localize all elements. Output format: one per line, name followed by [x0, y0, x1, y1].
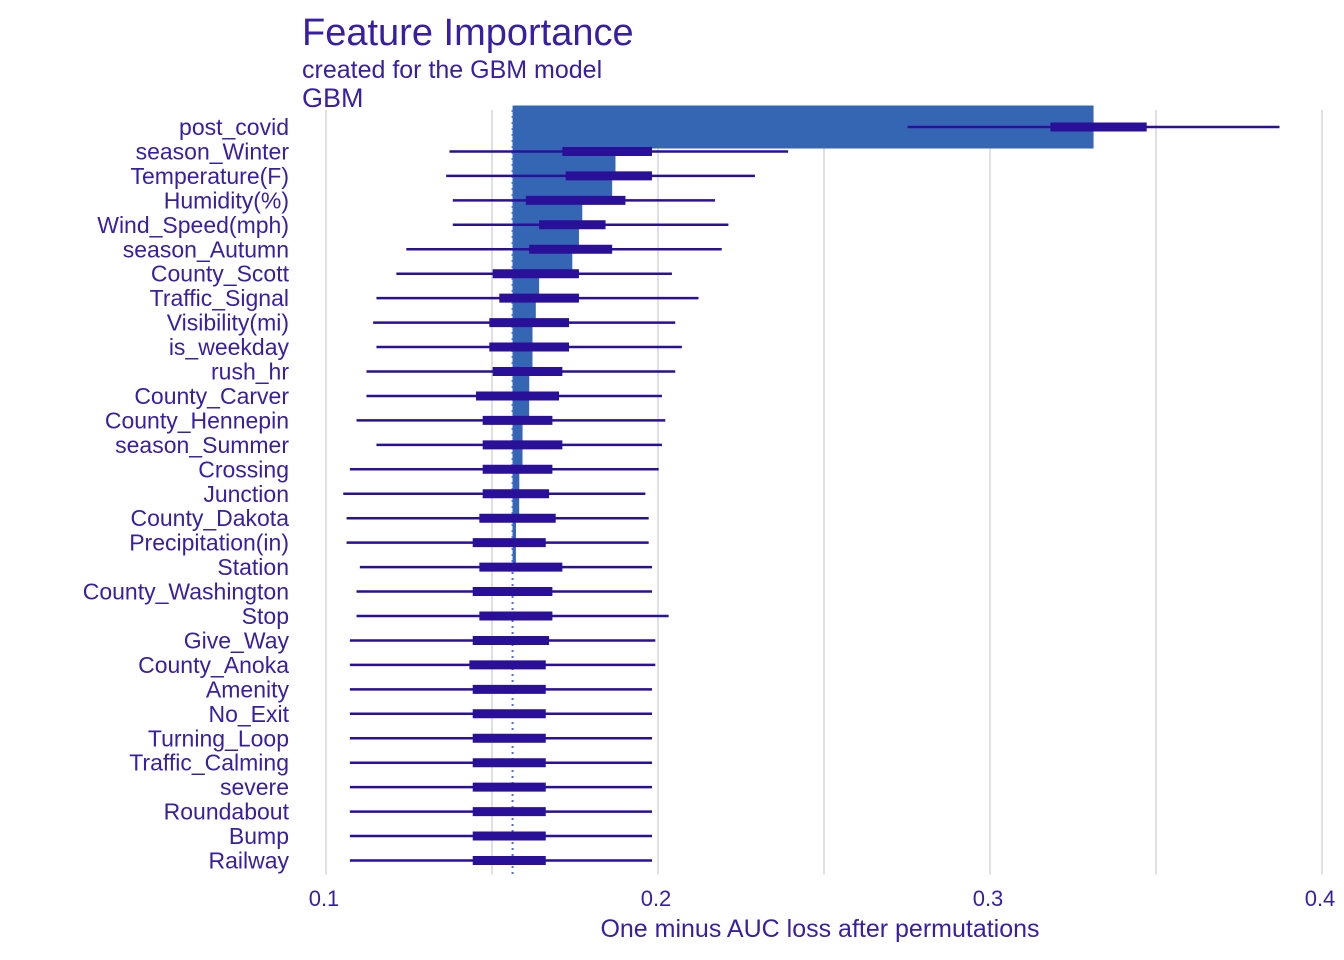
grid-layer: [325, 110, 1323, 875]
category-label: season_Autumn: [123, 236, 289, 262]
category-label: Traffic_Calming: [129, 750, 289, 776]
category-label: Turning_Loop: [148, 725, 289, 751]
category-label: Temperature(F): [131, 163, 289, 189]
category-label: Visibility(mi): [167, 310, 289, 336]
x-tick-label: 0.3: [973, 886, 1004, 911]
category-label: Precipitation(in): [129, 530, 289, 556]
x-tick-label: 0.1: [309, 886, 340, 911]
category-label: Crossing: [198, 456, 289, 482]
category-label: is_weekday: [169, 334, 290, 360]
category-label: County_Dakota: [130, 505, 289, 531]
category-label: Wind_Speed(mph): [97, 212, 289, 238]
category-label: County_Carver: [134, 383, 289, 409]
category-label: Humidity(%): [164, 187, 289, 213]
chart-title: Feature Importance: [302, 12, 634, 54]
category-label: post_covid: [179, 114, 289, 140]
whisker-layer: [343, 122, 1280, 865]
x-axis-label: One minus AUC loss after permutations: [600, 915, 1040, 943]
category-label: County_Washington: [83, 579, 289, 605]
category-label: Roundabout: [164, 799, 290, 825]
category-label: season_Summer: [115, 432, 289, 458]
category-label: Junction: [203, 481, 289, 507]
category-label: Give_Way: [184, 627, 290, 653]
category-label: season_Winter: [136, 138, 290, 164]
category-label: severe: [220, 774, 289, 800]
category-label: Station: [217, 554, 289, 580]
category-label: Bump: [229, 823, 289, 849]
category-label: Amenity: [206, 676, 290, 702]
x-tick-label: 0.4: [1305, 886, 1336, 911]
category-label: Traffic_Signal: [150, 285, 289, 311]
chart-subtitle: created for the GBM model: [302, 56, 603, 84]
label-layer: post_covidseason_WinterTemperature(F)Hum…: [83, 114, 290, 874]
category-label: Railway: [208, 848, 289, 874]
x-tick-label: 0.2: [641, 886, 672, 911]
tick-layer: 0.1 0.2 0.3 0.4: [309, 886, 1336, 911]
category-label: rush_hr: [211, 359, 289, 385]
category-label: No_Exit: [208, 701, 289, 727]
category-label: County_Anoka: [138, 652, 289, 678]
category-label: County_Scott: [151, 261, 290, 287]
category-label: Stop: [242, 603, 289, 629]
facet-label: GBM: [302, 83, 364, 113]
category-label: County_Hennepin: [105, 407, 289, 433]
